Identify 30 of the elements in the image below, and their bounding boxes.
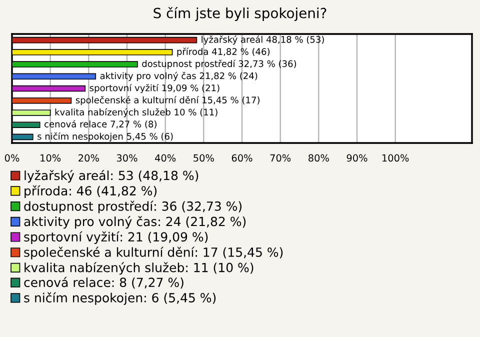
x-tick-label: 50% [194,154,214,162]
x-tick-label: 40% [155,154,176,162]
data-label: společenské a kulturní dění 15,45 % (17) [76,96,260,106]
data-label: aktivity pro volný čas 21,82 % (24) [100,72,258,81]
legend-label: společenské a kulturní dění: 17 (15,45 %) [24,246,283,260]
x-tick-label: 10% [40,154,61,162]
x-tick-label: 90% [346,154,368,162]
data-label: lyžařský areál 48,18 % (53) [202,36,324,45]
legend-label: cenová relace: 8 (7,27 %) [24,276,184,289]
chart-title: S čím jste byli spokojeni? [154,7,326,21]
legend-label: dostupnost prostředí: 36 (32,73 %) [24,200,242,214]
data-label: dostupnost prostředí 32,73 % (36) [142,60,296,69]
x-tick-label: 80% [308,154,329,162]
legend-label: s ničím nespokojen: 6 (5,45 %) [24,292,216,305]
x-tick-label: 70% [270,154,291,162]
legend-label: kvalita nabízených služeb: 11 (10 %) [24,262,254,275]
x-tick-label: 60% [232,154,252,162]
x-tick-label: 20% [78,154,99,162]
x-tick-label: 100% [382,154,409,162]
data-label: příroda 41,82 % (46) [177,48,270,57]
data-label: sportovní vyžití 19,09 % (21) [90,84,220,94]
data-label: kvalita nabízených služeb 10 % (11) [55,108,218,118]
legend-label: lyžařský areál: 53 (48,18 %) [24,170,198,183]
data-label: cenová relace 7,27 % (8) [44,120,156,129]
x-tick-label: 0% [4,154,20,162]
legend-label: příroda: 46 (41,82 %) [24,185,157,198]
legend-label: sportovní vyžití: 21 (19,09 %) [24,231,208,244]
x-tick-label: 30% [116,154,138,162]
data-label: s ničím nespokojen 5,45 % (6) [38,132,173,142]
legend-label: aktivity pro volný čas: 24 (21,82 %) [24,216,246,229]
